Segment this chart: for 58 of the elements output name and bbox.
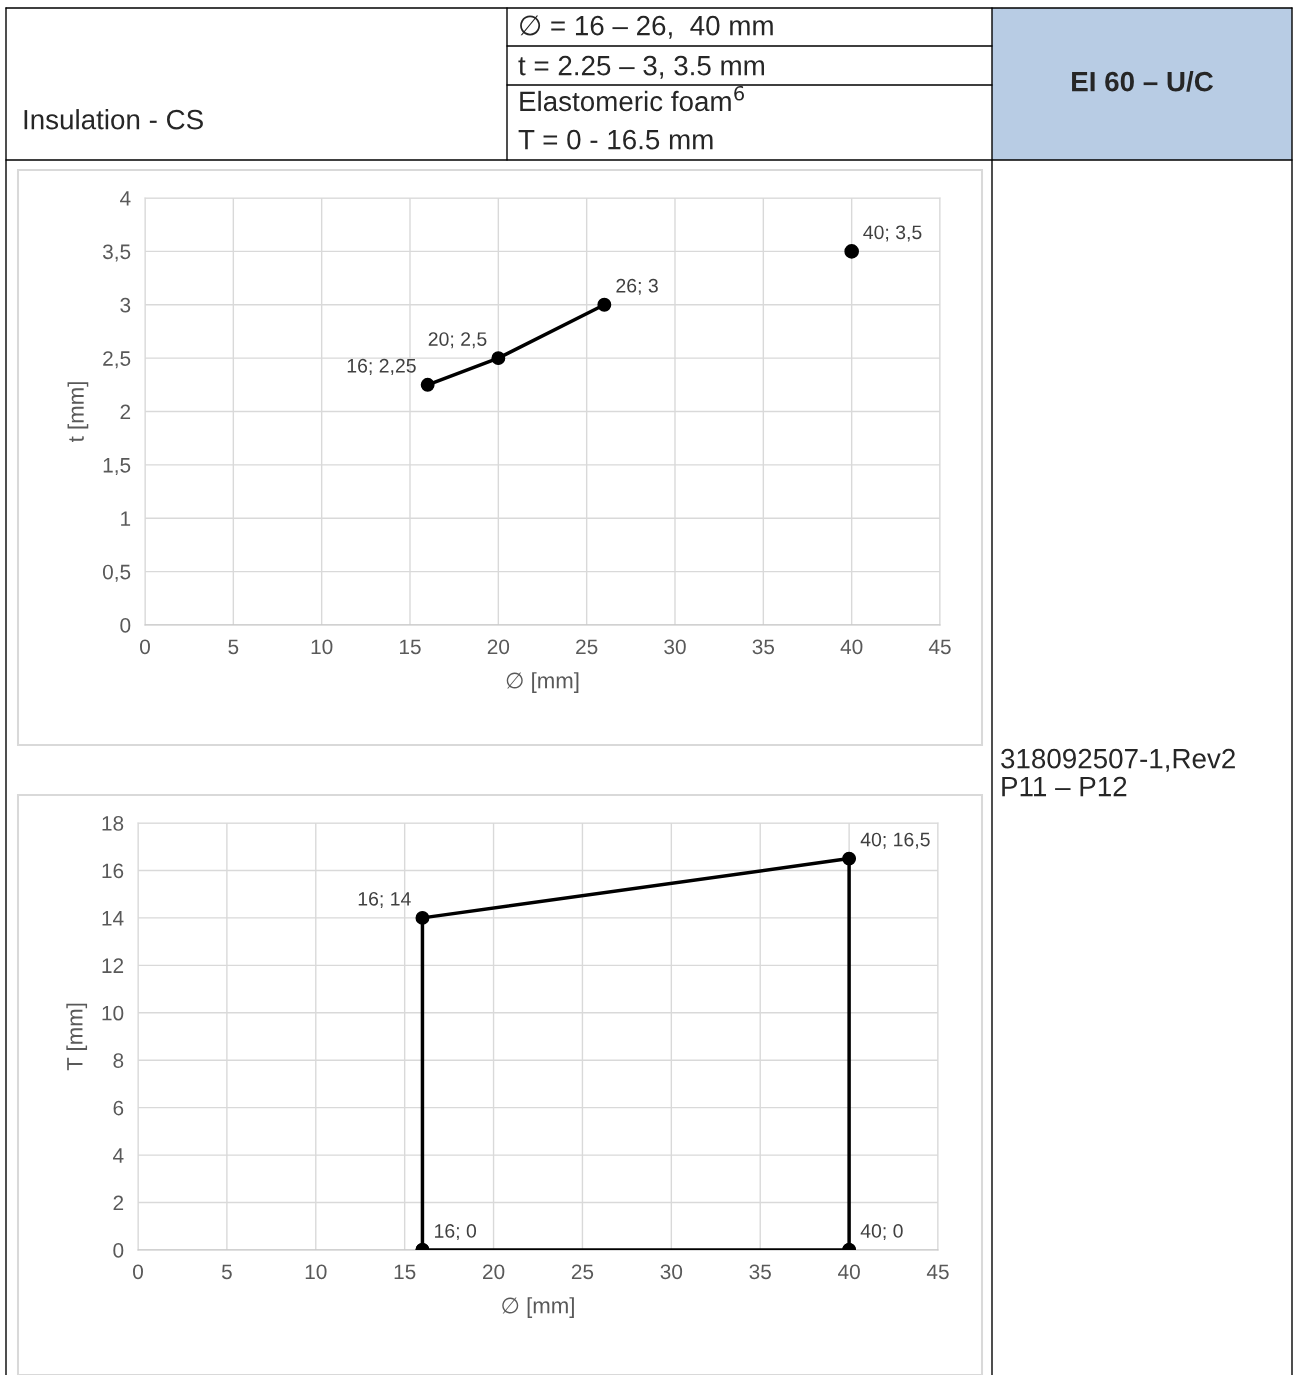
x-axis-title: ∅ [mm] — [506, 672, 579, 693]
x-tick-label: 20 — [487, 639, 510, 655]
y-tick-label: 1,5 — [103, 458, 131, 476]
y-tick-label: 2 — [120, 404, 131, 420]
data-label: 40; 16,5 — [860, 832, 930, 849]
x-tick-label: 30 — [664, 639, 686, 655]
x-tick-label: 35 — [749, 1264, 771, 1280]
x-tick-label: 0 — [140, 639, 150, 655]
y-tick-label: 18 — [102, 816, 124, 831]
text: 318092507-1,Rev2 P11 – P12 — [1001, 748, 1235, 797]
data-label: 20; 2,5 — [428, 332, 487, 349]
x-tick-label: 35 — [752, 639, 775, 655]
y-tick-label: 2 — [113, 1195, 124, 1211]
y-tick-label: 0 — [113, 1243, 124, 1258]
x-tick-label: 20 — [483, 1264, 505, 1280]
y-tick-label: 0 — [120, 618, 131, 633]
y-axis-title: t [mm] — [67, 382, 89, 443]
x-tick-label: 40 — [840, 639, 863, 655]
text: T = 0 - 16.5 mm — [518, 129, 713, 150]
y-tick-label: 14 — [102, 911, 124, 926]
data-label: 16; 14 — [358, 891, 411, 909]
y-tick-label: 4 — [113, 1148, 124, 1163]
x-tick-label: 10 — [305, 1264, 327, 1280]
text: Insulation - CS — [24, 109, 203, 130]
x-tick-label: 30 — [660, 1264, 683, 1280]
x-tick-label: 0 — [133, 1264, 143, 1280]
text: t = 2.25 – 3, 3.5 mm — [518, 55, 764, 79]
data-label: 16; 0 — [435, 1224, 477, 1241]
y-axis-title: T [mm] — [66, 1003, 88, 1071]
x-tick-label: 25 — [576, 639, 598, 655]
text: ∅ = 16 – 26, 40 mm — [520, 15, 773, 39]
y-tick-label: 6 — [113, 1100, 124, 1116]
x-axis-title: ∅ [mm] — [502, 1297, 574, 1318]
y-tick-label: 4 — [120, 191, 131, 206]
x-tick-label: 10 — [311, 639, 333, 655]
data-label: 40; 0 — [860, 1224, 903, 1241]
y-tick-label: 3 — [120, 297, 131, 313]
x-tick-label: 5 — [221, 1264, 232, 1280]
x-tick-label: 15 — [400, 639, 421, 655]
y-tick-label: 8 — [113, 1053, 124, 1068]
data-label: 16; 2,25 — [347, 358, 416, 375]
y-tick-label: 12 — [102, 958, 124, 973]
data-label: 26; 3 — [616, 278, 658, 295]
y-tick-label: 2,5 — [103, 351, 131, 369]
x-tick-label: 25 — [571, 1264, 594, 1280]
y-tick-label: 10 — [102, 1005, 124, 1021]
x-tick-label: 5 — [228, 639, 239, 655]
y-tick-label: 1 — [121, 511, 131, 526]
y-tick-label: 3,5 — [102, 244, 131, 262]
x-tick-label: 45 — [926, 1264, 949, 1280]
y-tick-label: 16 — [102, 863, 124, 879]
text: EI 60 – U/C — [1072, 71, 1214, 92]
x-tick-label: 45 — [928, 639, 951, 655]
x-tick-label: 15 — [394, 1264, 416, 1280]
data-label: 40; 3,5 — [863, 225, 922, 242]
text: Elastomeric foam$^{6}$ — [520, 85, 744, 112]
x-tick-label: 40 — [838, 1264, 860, 1280]
y-tick-label: 0,5 — [102, 564, 131, 582]
